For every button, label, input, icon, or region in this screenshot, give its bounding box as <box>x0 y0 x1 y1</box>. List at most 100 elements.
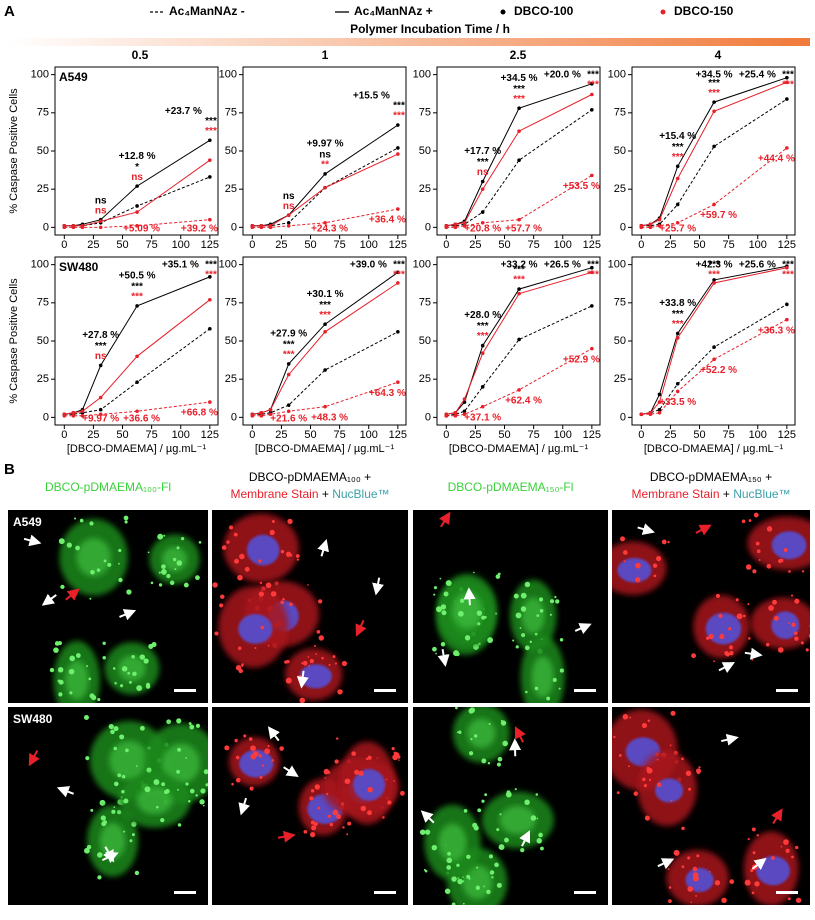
annotation: *** <box>587 80 599 91</box>
speck <box>124 516 129 521</box>
legend-label: DBCO-100 <box>514 4 574 18</box>
x-tick-label: 0 <box>249 429 255 441</box>
legend-label: Ac₄ManNAz - <box>169 4 245 18</box>
column-header: DBCO-pDMAEMA₁₅₀-Fl <box>448 480 574 494</box>
annotation: *** <box>319 310 331 321</box>
speck <box>219 603 223 607</box>
speck <box>161 569 167 575</box>
speck <box>753 851 756 854</box>
annotation: *** <box>708 88 720 99</box>
speck <box>114 782 119 787</box>
speck <box>476 867 478 869</box>
x-tick-label: 125 <box>201 239 219 251</box>
speck <box>195 575 200 580</box>
speck <box>113 667 116 670</box>
speck <box>671 800 673 802</box>
data-point <box>445 414 449 418</box>
speck <box>795 846 798 849</box>
speck <box>85 756 89 760</box>
speck <box>499 813 501 815</box>
speck <box>268 645 270 647</box>
speck <box>702 906 706 910</box>
speck <box>234 533 238 537</box>
annotation: +21.6 % <box>270 414 307 425</box>
speck <box>613 736 615 738</box>
speck <box>748 838 750 840</box>
data-point <box>72 226 76 230</box>
speck <box>477 808 481 812</box>
speck <box>463 903 465 905</box>
data-point <box>517 129 521 133</box>
speck <box>132 672 136 676</box>
speck <box>469 751 473 755</box>
speck <box>74 518 76 520</box>
speck <box>259 591 264 596</box>
x-tick-label: 75 <box>334 429 346 441</box>
speck <box>693 876 699 882</box>
speck <box>686 771 691 776</box>
speck <box>199 799 204 804</box>
speck <box>333 810 339 816</box>
speck <box>267 745 269 747</box>
x-tick-label: 75 <box>528 239 540 251</box>
legend-label: DBCO-150 <box>674 4 734 18</box>
data-point <box>463 397 467 401</box>
speck <box>190 789 195 794</box>
x-tick-label: 0 <box>61 429 67 441</box>
speck <box>525 691 528 694</box>
speck <box>84 715 89 720</box>
speck <box>250 745 256 751</box>
micrograph: SW480 <box>8 707 219 905</box>
nucleus <box>706 613 742 645</box>
speck <box>624 560 626 562</box>
speck <box>696 854 699 857</box>
y-tick-label: 25 <box>614 183 626 195</box>
x-tick-label: 25 <box>469 239 481 251</box>
speck <box>736 598 739 601</box>
speck <box>262 765 264 767</box>
data-point <box>396 207 400 211</box>
data-point <box>287 373 291 377</box>
y-tick-label: 75 <box>37 297 49 309</box>
speck <box>203 805 205 807</box>
speck <box>446 580 452 586</box>
speck <box>324 769 330 775</box>
x-tick-label: 100 <box>749 429 767 441</box>
x-tick-label: 25 <box>664 429 676 441</box>
speck <box>156 806 159 809</box>
speck <box>521 606 526 611</box>
data-point <box>590 347 594 351</box>
x-tick-label: 25 <box>87 239 99 251</box>
time-label: 4 <box>715 48 722 62</box>
speck <box>544 705 546 707</box>
speck <box>69 669 75 675</box>
speck <box>176 718 181 723</box>
scale-bar <box>374 689 396 692</box>
annotation: +44.4 % <box>758 154 795 165</box>
speck <box>524 800 529 805</box>
annotation: +66.8 % <box>181 408 218 419</box>
speck <box>537 818 539 820</box>
speck <box>91 695 96 700</box>
cell-core <box>467 718 495 748</box>
header-part: DBCO-pDMAEMA₁₀₀ + <box>249 470 371 484</box>
x-tick-label: 25 <box>87 429 99 441</box>
speck <box>86 718 88 720</box>
speck <box>159 583 162 586</box>
data-point <box>323 186 327 190</box>
data-point <box>712 145 716 149</box>
data-point <box>135 210 139 214</box>
speck <box>104 559 107 562</box>
data-point <box>590 304 594 308</box>
speck <box>361 806 366 811</box>
annotation: +64.3 % <box>369 388 406 399</box>
speck <box>726 653 730 657</box>
speck <box>743 906 746 909</box>
speck <box>687 856 690 859</box>
speck <box>642 723 647 728</box>
speck <box>653 575 656 578</box>
data-point <box>323 322 327 326</box>
speck <box>358 771 363 776</box>
speck <box>185 757 187 759</box>
speck <box>671 711 676 716</box>
